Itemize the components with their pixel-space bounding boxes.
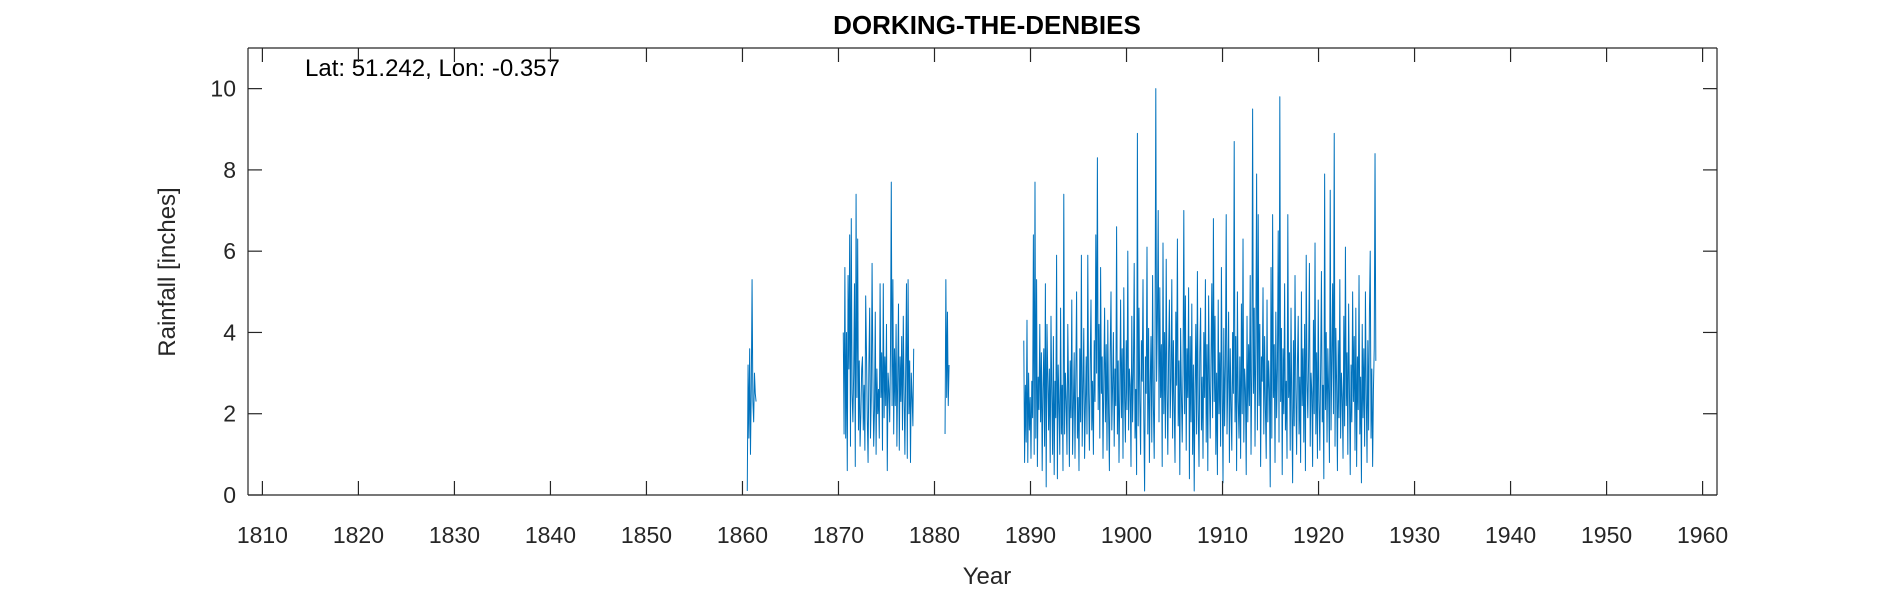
x-tick-label-1850: 1850 <box>621 522 672 548</box>
x-axis-label: Year <box>963 563 1012 590</box>
x-tick-label-1930: 1930 <box>1389 522 1440 548</box>
x-tick-label-1830: 1830 <box>429 522 480 548</box>
y-tick-label-6: 6 <box>223 238 236 264</box>
x-tick-label-1860: 1860 <box>717 522 768 548</box>
y-tick-label-0: 0 <box>223 482 236 508</box>
x-tick-label-1810: 1810 <box>237 522 288 548</box>
rainfall-series-segment-4 <box>1023 88 1377 492</box>
location-annotation: Lat: 51.242, Lon: -0.357 <box>305 55 560 82</box>
rainfall-series-segment-2 <box>842 181 915 472</box>
chart-title: DORKING-THE-DENBIES <box>833 10 1141 40</box>
x-tick-label-1920: 1920 <box>1293 522 1344 548</box>
x-tick-label-1960: 1960 <box>1677 522 1728 548</box>
plot-area: 1810 1820 1830 1840 1850 1860 1870 1880 1890 1900… <box>210 47 1728 548</box>
x-tick-label-1910: 1910 <box>1197 522 1248 548</box>
x-tick-label-1890: 1890 <box>1005 522 1056 548</box>
rainfall-series-segment-1 <box>746 279 757 491</box>
y-axis-label: Rainfall [inches] <box>154 187 181 356</box>
x-tick-label-1900: 1900 <box>1101 522 1152 548</box>
x-tick-label-1940: 1940 <box>1485 522 1536 548</box>
x-tick-label-1840: 1840 <box>525 522 576 548</box>
x-tick-label-1870: 1870 <box>813 522 864 548</box>
y-tick-label-8: 8 <box>223 157 236 183</box>
rainfall-series-segment-3 <box>944 279 950 435</box>
x-tick-label-1880: 1880 <box>909 522 960 548</box>
x-tick-label-1820: 1820 <box>333 522 384 548</box>
y-tick-label-4: 4 <box>223 319 236 345</box>
y-tick-label-10: 10 <box>210 76 236 102</box>
y-tick-label-2: 2 <box>223 401 236 427</box>
x-tick-label-1950: 1950 <box>1581 522 1632 548</box>
